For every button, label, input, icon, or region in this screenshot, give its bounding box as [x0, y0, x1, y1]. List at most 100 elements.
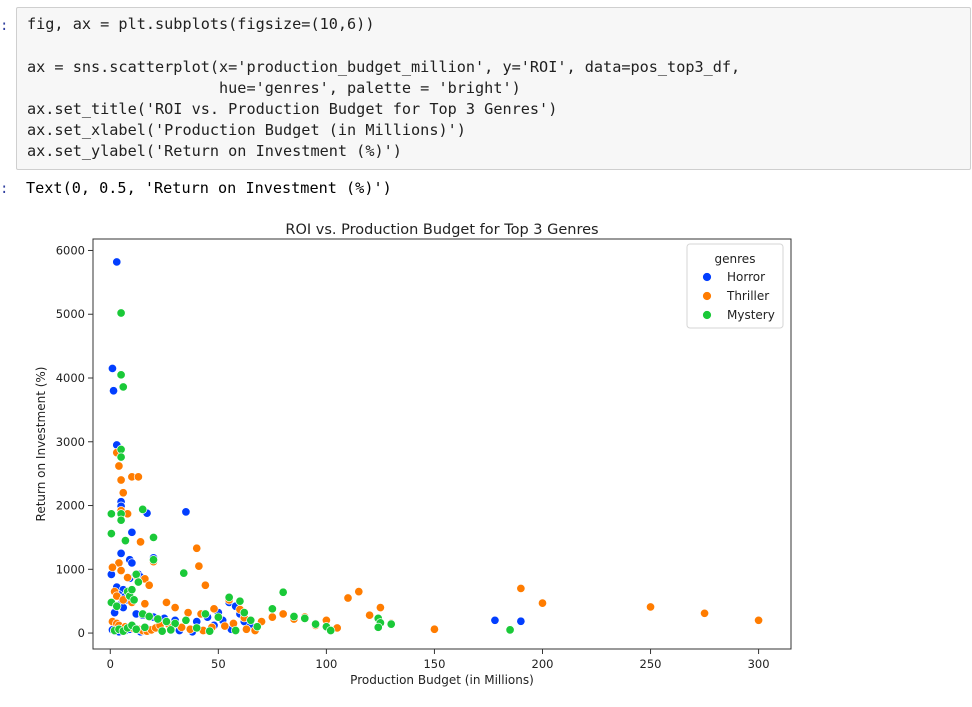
point-mystery	[129, 595, 139, 605]
point-mystery	[239, 608, 249, 618]
point-thriller	[123, 573, 133, 583]
point-mystery	[246, 615, 256, 625]
point-mystery	[181, 615, 191, 625]
point-mystery	[116, 370, 126, 380]
point-mystery	[153, 614, 163, 624]
point-thriller	[118, 488, 128, 498]
point-thriller	[220, 621, 230, 631]
input-prompt: :	[0, 18, 9, 34]
point-horror	[112, 257, 122, 267]
y-tick-label: 0	[78, 626, 85, 640]
point-mystery	[148, 532, 159, 542]
code-line-3: ax = sns.scatterplot(x='production_budge…	[27, 58, 741, 76]
code-line-6: ax.set_xlabel('Production Budget (in Mil…	[27, 121, 466, 139]
legend-marker-horror	[702, 272, 712, 282]
point-thriller	[192, 543, 202, 553]
point-horror	[490, 615, 500, 625]
point-horror	[516, 616, 526, 626]
point-mystery	[192, 623, 202, 633]
point-mystery	[300, 613, 310, 623]
point-thriller	[170, 603, 180, 613]
point-mystery	[224, 592, 234, 602]
y-tick-label: 3000	[56, 435, 85, 449]
legend-marker-thriller	[702, 291, 712, 301]
code-line-7: ax.set_ylabel('Return on Investment (%)'…	[27, 142, 402, 160]
point-thriller	[116, 475, 126, 485]
chart-title: ROI vs. Production Budget for Top 3 Genr…	[285, 222, 598, 238]
point-mystery	[170, 618, 180, 629]
x-axis: 0 50 100 150 200 250 300	[107, 649, 770, 671]
point-mystery	[116, 515, 126, 525]
y-tick-label: 4000	[56, 371, 85, 385]
point-thriller	[354, 587, 364, 597]
y-tick-label: 6000	[56, 243, 85, 257]
point-thriller	[114, 461, 124, 471]
legend-title: genres	[715, 252, 756, 266]
legend-marker-mystery	[702, 310, 712, 320]
point-mystery	[161, 617, 172, 627]
point-thriller	[107, 562, 117, 572]
point-mystery	[311, 619, 321, 629]
scatter-points	[106, 257, 764, 637]
code-line-1: fig, ax = plt.subplots(figsize=(10,6))	[27, 15, 375, 33]
y-axis-label: Return on Investment (%)	[34, 367, 48, 522]
point-mystery	[505, 625, 515, 635]
point-mystery	[116, 444, 126, 454]
point-mystery	[148, 555, 159, 565]
point-thriller	[375, 603, 385, 613]
point-horror	[127, 527, 137, 537]
point-mystery	[106, 509, 116, 519]
point-mystery	[120, 536, 130, 546]
point-thriller	[144, 580, 154, 590]
point-mystery	[213, 612, 223, 622]
point-mystery	[267, 604, 277, 614]
x-tick-label: 0	[107, 657, 114, 671]
point-thriller	[343, 593, 353, 603]
point-thriller	[161, 597, 172, 608]
point-mystery	[289, 611, 299, 622]
point-thriller	[140, 599, 150, 609]
point-mystery	[200, 609, 210, 619]
point-mystery	[157, 626, 167, 636]
point-mystery	[116, 308, 126, 318]
point-mystery	[131, 569, 141, 579]
point-horror	[108, 386, 119, 396]
y-tick-label: 1000	[56, 562, 85, 576]
point-mystery	[205, 626, 215, 636]
point-thriller	[645, 602, 656, 612]
output-text: Text(0, 0.5, 'Return on Investment (%)')	[26, 179, 392, 197]
point-mystery	[118, 382, 128, 392]
point-thriller	[209, 604, 219, 614]
point-thriller	[516, 583, 526, 593]
point-mystery	[326, 625, 336, 636]
point-thriller	[135, 537, 146, 547]
point-mystery	[373, 622, 383, 632]
point-horror	[107, 363, 117, 373]
point-thriller	[754, 615, 764, 625]
code-cell[interactable]: fig, ax = plt.subplots(figsize=(10,6)) a…	[16, 7, 971, 170]
point-thriller	[537, 598, 548, 608]
y-axis: 0 1000 2000 3000 4000 5000 6000	[56, 243, 93, 640]
point-thriller	[194, 561, 204, 571]
point-thriller	[133, 472, 143, 482]
point-mystery	[133, 577, 143, 587]
plot-area	[92, 238, 792, 650]
point-horror	[116, 548, 126, 558]
output-prompt: :	[0, 181, 9, 197]
point-mystery	[144, 611, 154, 622]
point-mystery	[386, 619, 396, 629]
point-thriller	[241, 624, 251, 634]
point-mystery	[231, 625, 241, 636]
x-tick-label: 150	[423, 657, 445, 671]
point-mystery	[138, 504, 148, 514]
legend-label-thriller: Thriller	[726, 289, 769, 303]
legend: genres Horror Thriller Mystery	[686, 243, 784, 329]
y-tick-label: 2000	[56, 499, 85, 513]
point-mystery	[116, 452, 126, 462]
legend-label-horror: Horror	[727, 270, 765, 284]
x-tick-label: 50	[211, 657, 226, 671]
point-thriller	[278, 609, 288, 619]
scatter-chart: ROI vs. Production Budget for Top 3 Genr…	[34, 222, 792, 687]
point-mystery	[127, 585, 137, 595]
point-thriller	[183, 608, 193, 618]
